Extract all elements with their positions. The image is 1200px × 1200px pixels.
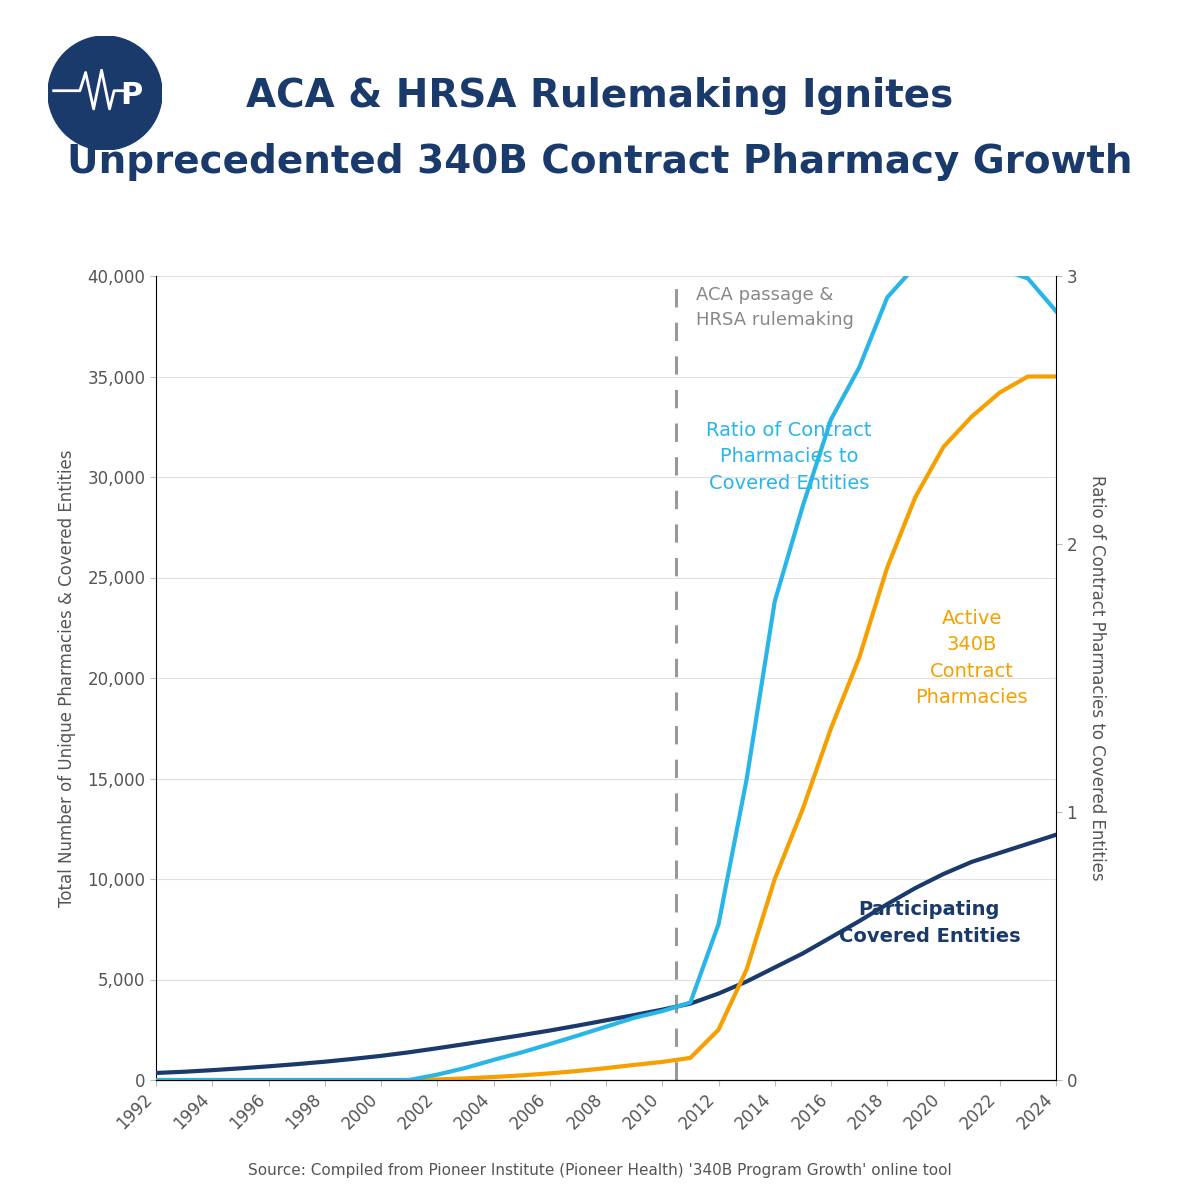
- Text: Source: Compiled from Pioneer Institute (Pioneer Health) '340B Program Growth' o: Source: Compiled from Pioneer Institute …: [248, 1163, 952, 1177]
- Text: ACA & HRSA Rulemaking Ignites: ACA & HRSA Rulemaking Ignites: [246, 77, 954, 115]
- Text: Unprecedented 340B Contract Pharmacy Growth: Unprecedented 340B Contract Pharmacy Gro…: [67, 143, 1133, 181]
- Text: P: P: [120, 80, 143, 109]
- Circle shape: [48, 36, 162, 150]
- Y-axis label: Ratio of Contract Pharmacies to Covered Entities: Ratio of Contract Pharmacies to Covered …: [1088, 475, 1106, 881]
- Y-axis label: Total Number of Unique Pharmacies & Covered Entities: Total Number of Unique Pharmacies & Cove…: [59, 449, 77, 907]
- Text: Participating
Covered Entities: Participating Covered Entities: [839, 900, 1020, 946]
- Text: Ratio of Contract
Pharmacies to
Covered Entities: Ratio of Contract Pharmacies to Covered …: [706, 421, 871, 493]
- Text: ACA passage &
HRSA rulemaking: ACA passage & HRSA rulemaking: [696, 286, 854, 329]
- Text: Active
340B
Contract
Pharmacies: Active 340B Contract Pharmacies: [916, 608, 1028, 707]
